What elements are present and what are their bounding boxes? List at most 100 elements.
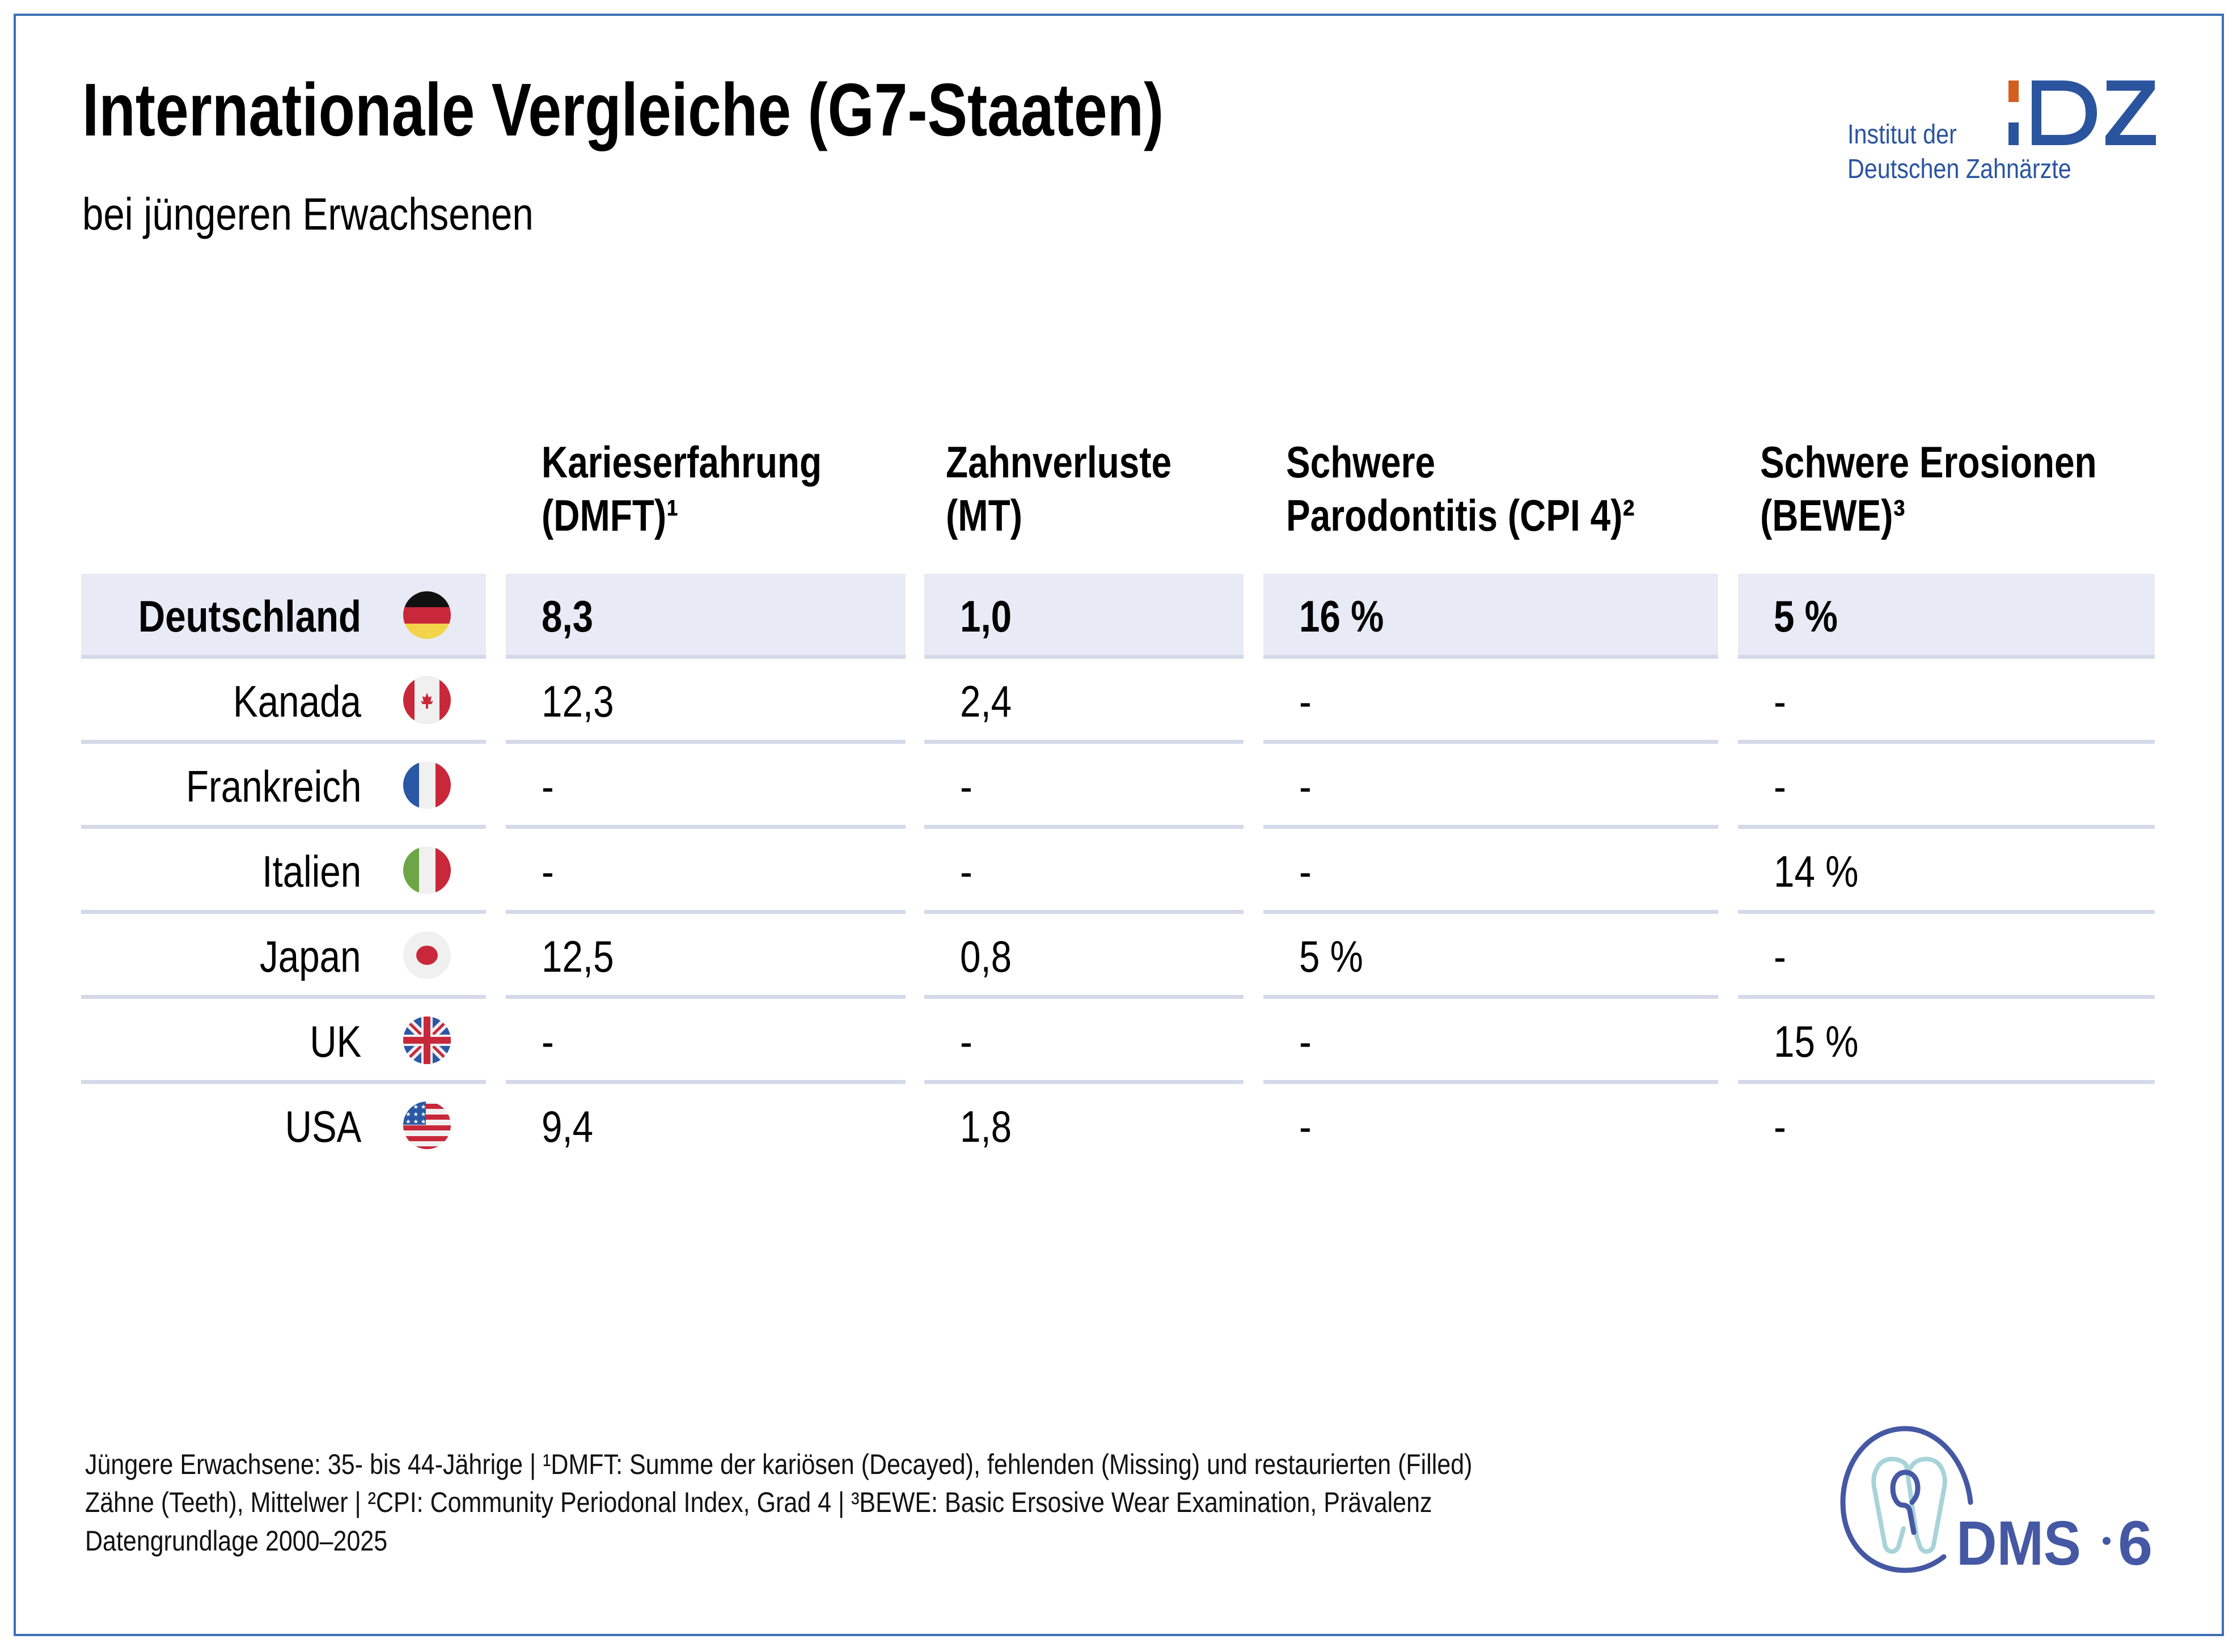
page-title-text: Internationale Vergleiche (G7-Staaten) [82,68,1164,151]
cell-value-text: 15 % [1774,1016,1859,1066]
cell-value: - [1299,1104,1314,1149]
country-name-text: Deutschland [138,591,361,641]
cell-value-text: 2,4 [960,676,1012,726]
cell-value-text: 1,0 [960,591,1012,641]
footnote-line1: Jüngere Erwachsene: 35- bis 44-Jährige |… [85,1450,1698,1479]
table-cell: 2,4 [924,659,1244,744]
column-header-line1: Karieserfahrung [542,437,822,487]
cell-value-text: - [1774,931,1786,981]
table-cell: - [924,744,1244,829]
japan-flag-icon [403,931,451,979]
column-header-line1: Zahnverluste [946,437,1172,487]
table-cell: 14 % [1738,829,2155,914]
country-name-text: Japan [260,931,361,981]
column-header-line2: (DMFT)¹ [542,490,679,540]
row-header-kanada: Kanada [81,659,486,744]
country-name-text: Italien [262,846,361,896]
cell-value: - [1774,934,1788,979]
cell-value: 9,4 [542,1104,603,1149]
cell-value-text: - [1299,1102,1312,1151]
cell-value-text: 5 % [1299,931,1363,981]
cell-value: 15 % [1774,1019,1875,1064]
country-name-text: UK [309,1016,361,1066]
cell-value-text: - [542,846,554,896]
page-subtitle: bei jüngeren Erwachsenen [82,192,619,237]
cell-value-text: 8,3 [542,591,594,641]
row-header-japan: Japan [81,914,486,999]
page-subtitle-text: bei jüngeren Erwachsenen [82,189,534,239]
country-name: UK [300,1019,361,1064]
dms-logo-number: 6 [2118,1509,2153,1578]
column-header-dmft: Karieserfahrung (DMFT)¹ [542,435,883,542]
row-header-uk: UK [81,999,486,1084]
column-header-cpi: Schwere Parodontitis (CPI 4)² [1286,435,1711,542]
svg-text:★ ★ ★: ★ ★ ★ [405,1103,426,1111]
usa-flag-icon: ★ ★ ★★ ★ ★★ ★ ★ [403,1102,451,1149]
footnote-line3-text: Datengrundlage 2000–2025 [85,1525,388,1557]
cell-value: 14 % [1774,849,1875,893]
cell-value: - [1299,1019,1314,1064]
table-cell: - [1738,659,2155,744]
column-header-bewe: Schwere Erosionen (BEWE)³ [1760,435,2171,542]
table-cell: 16 % [1263,574,1718,659]
footnote-line2-text: Zähne (Teeth), Mittelwer | ²CPI: Communi… [85,1486,1432,1518]
cell-value-text: - [542,1016,554,1066]
country-name: USA [270,1104,361,1149]
cell-value: 1,8 [960,1104,1021,1149]
idz-z-letter [2105,81,2156,145]
cell-value: 12,3 [542,679,628,723]
table-cell: - [1738,1084,2155,1169]
country-name: Japan [240,934,361,979]
table-cell: 1,0 [924,574,1244,659]
country-name-text: Frankreich [185,761,361,811]
cell-value-text: - [960,761,972,811]
france-flag-icon [403,761,451,809]
cell-value: 1,0 [960,594,1021,638]
cell-value-text: 5 % [1774,591,1838,641]
idz-logo-line2: Deutschen Zahnärzte [1847,156,2108,183]
cell-value-text: 12,5 [542,931,614,981]
page-title: Internationale Vergleiche (G7-Staaten) [82,73,1434,147]
table-cell: - [1263,744,1718,829]
cell-value: 8,3 [542,594,603,638]
footnote-line2: Zähne (Teeth), Mittelwer | ²CPI: Communi… [85,1488,1651,1517]
column-header-line1: Schwere Erosionen [1760,437,2097,487]
cell-value: - [1299,679,1314,723]
uk-flag-icon [403,1016,451,1064]
cell-value: - [1299,764,1314,808]
cell-value-text: 1,8 [960,1102,1012,1151]
footnote-line1-text: Jüngere Erwachsene: 35- bis 44-Jährige |… [85,1448,1473,1480]
cell-value: - [960,1019,975,1064]
table-cell: 9,4 [506,1084,906,1169]
tooth-icon [1871,1456,1947,1554]
table-cell: - [1263,999,1718,1084]
country-name: Deutschland [96,594,361,638]
cell-value: - [960,849,975,893]
svg-text:★ ★ ★: ★ ★ ★ [405,1118,426,1125]
cell-value: - [1774,679,1788,723]
row-header-italien: Italien [81,829,486,914]
country-name: Frankreich [153,764,361,808]
row-header-deutschland: Deutschland [81,574,486,659]
cell-value: 0,8 [960,934,1021,979]
idz-orange-bar [2008,81,2019,102]
table-cell: - [1738,914,2155,999]
dms-dot [2103,1537,2111,1545]
table-cell: - [924,829,1244,914]
cell-value-text: - [1299,1016,1312,1066]
column-header-line2: Parodontitis (CPI 4)² [1286,490,1635,540]
row-header-usa: USA ★ ★ ★ ★ ★ ★ ★ ★ ★ [81,1084,486,1169]
italy-flag-icon [403,846,451,894]
cell-value: - [1774,764,1788,808]
cell-value-text: - [1774,1102,1786,1151]
table-cell: - [1263,829,1718,914]
svg-text:★ ★ ★: ★ ★ ★ [405,1111,426,1118]
cell-value-text: - [1299,676,1312,726]
idz-logo-icon [2008,81,2156,145]
table-cell: - [506,829,906,914]
cell-value: - [1774,1104,1788,1149]
page-frame [14,14,2224,1636]
table-cell: 5 % [1738,574,2155,659]
cell-value: - [542,849,556,893]
table-cell: - [924,999,1244,1084]
